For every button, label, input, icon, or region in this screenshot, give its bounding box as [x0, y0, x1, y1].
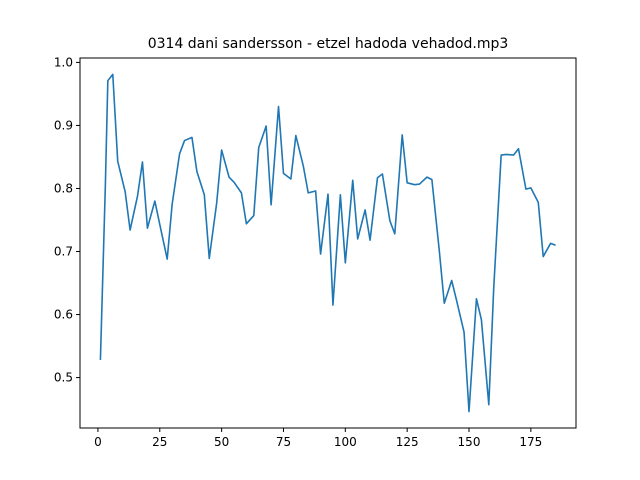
x-tick-label: 125 — [396, 435, 419, 449]
x-tick-label: 100 — [334, 435, 357, 449]
x-tick-label: 25 — [152, 435, 167, 449]
plot-area-frame — [79, 57, 577, 429]
y-tick-label: 0.5 — [54, 371, 73, 385]
x-tick-label: 75 — [276, 435, 291, 449]
x-tick-label: 150 — [458, 435, 481, 449]
chart-title: 0314 dani sandersson - etzel hadoda veha… — [148, 36, 509, 52]
y-tick-label: 0.9 — [54, 118, 73, 132]
x-axis-ticks: 0 25 50 75 100 125 150 175 — [94, 428, 542, 449]
y-tick-label: 1.0 — [54, 55, 73, 69]
y-tick-label: 0.6 — [54, 308, 73, 322]
y-axis-ticks: 0.5 0.6 0.7 0.8 0.9 1.0 — [54, 55, 80, 385]
series-line — [99, 73, 556, 413]
x-tick-label: 50 — [214, 435, 229, 449]
x-tick-label: 175 — [519, 435, 542, 449]
x-tick-label: 0 — [94, 435, 102, 449]
y-tick-label: 0.8 — [54, 181, 73, 195]
y-tick-label: 0.7 — [54, 245, 73, 259]
